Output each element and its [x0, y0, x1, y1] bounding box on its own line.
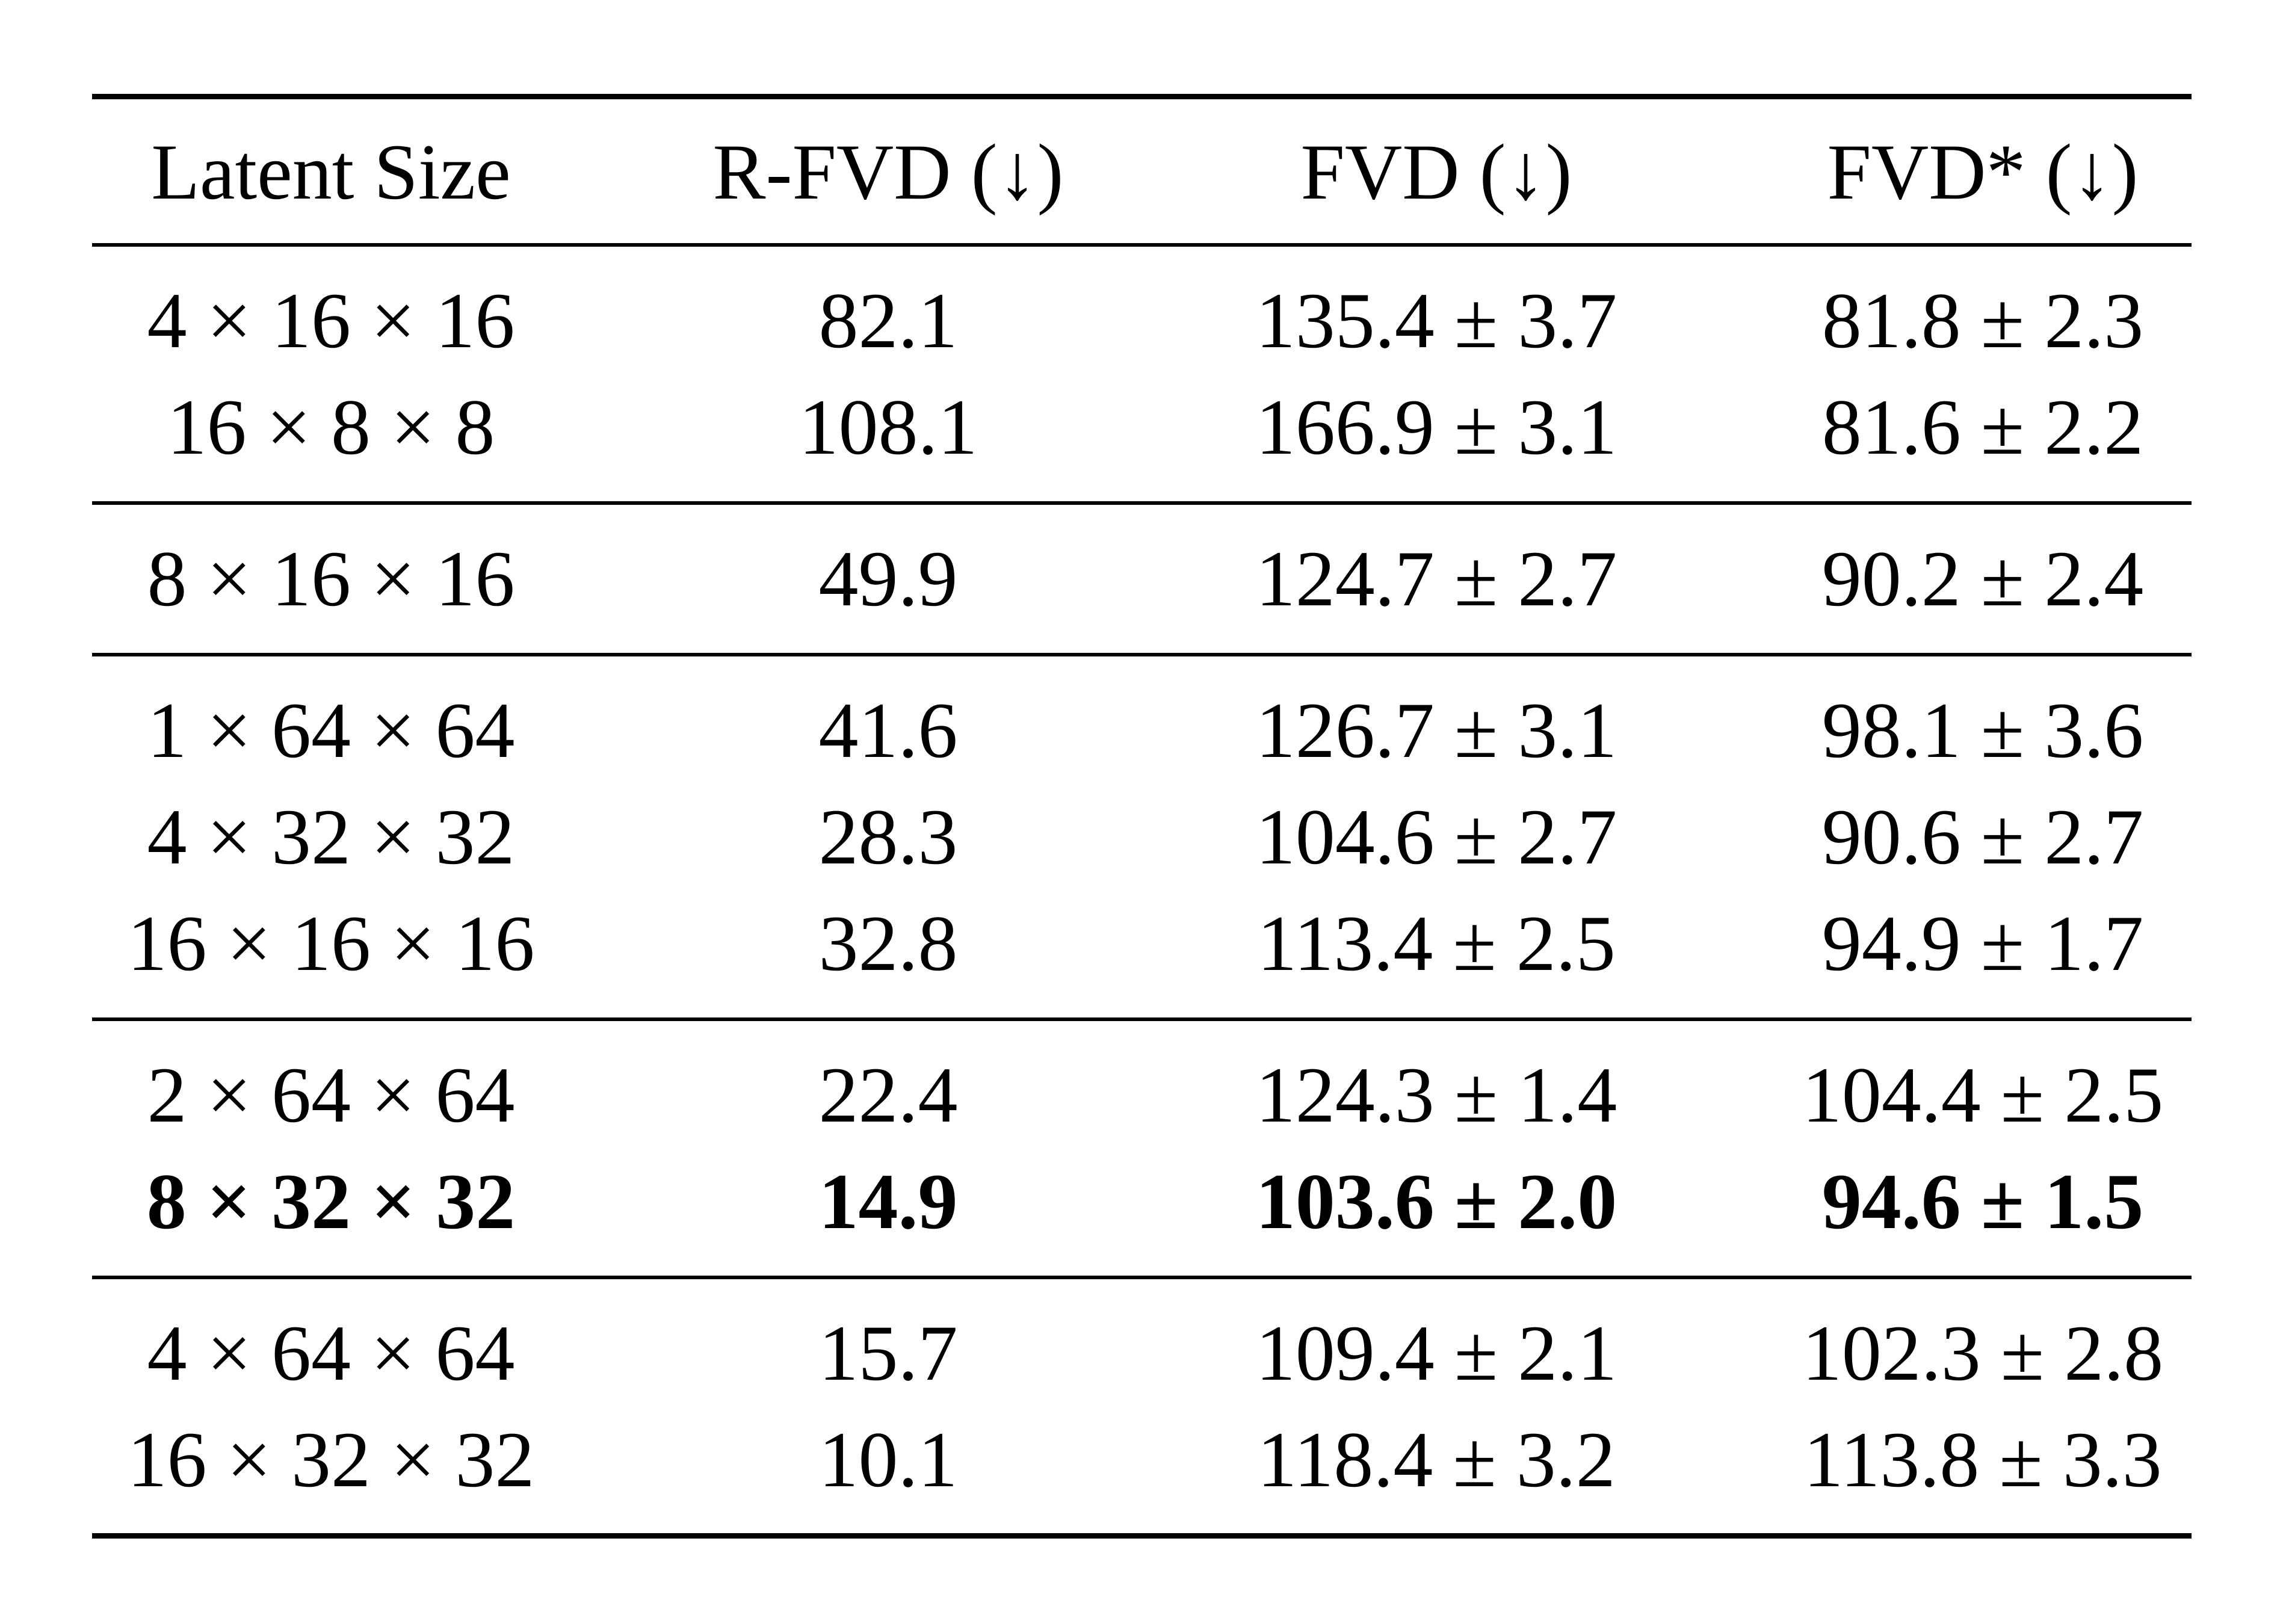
- cell: 22.4: [818, 1051, 958, 1139]
- cell: 113.8 ± 3.3: [1803, 1415, 2162, 1504]
- cell: 109.4 ± 2.1: [1255, 1309, 1617, 1397]
- cell: 135.4 ± 3.7: [1255, 276, 1617, 365]
- cell: 10.1: [818, 1415, 958, 1504]
- rule: [92, 1276, 2192, 1279]
- cell: 103.6 ± 2.0: [1255, 1157, 1617, 1246]
- cell: 8 × 32 × 32: [146, 1157, 516, 1246]
- cell: 104.4 ± 2.5: [1802, 1051, 2164, 1139]
- cell: R-FVD (↓): [712, 128, 1064, 216]
- rule: [92, 1533, 2192, 1539]
- cell: 126.7 ± 3.1: [1255, 686, 1617, 774]
- cell: 4 × 16 × 16: [147, 276, 515, 365]
- cell: 81.8 ± 2.3: [1821, 276, 2144, 365]
- cell: 90.2 ± 2.4: [1821, 534, 2144, 623]
- cell: 16 × 16 × 16: [127, 899, 535, 987]
- cell: 49.9: [818, 534, 958, 623]
- cell: 15.7: [818, 1309, 958, 1397]
- cell: 118.4 ± 3.2: [1257, 1415, 1616, 1504]
- cell: FVD* (↓): [1827, 128, 2139, 216]
- cell: 81.6 ± 2.2: [1821, 383, 2144, 471]
- cell: 102.3 ± 2.8: [1802, 1309, 2164, 1397]
- cell: 8 × 16 × 16: [147, 534, 515, 623]
- cell: 4 × 32 × 32: [147, 792, 515, 881]
- cell: 94.6 ± 1.5: [1821, 1157, 2144, 1246]
- cell: 124.7 ± 2.7: [1255, 534, 1617, 623]
- rule: [92, 1017, 2192, 1021]
- cell: FVD (↓): [1300, 128, 1572, 216]
- cell: 94.9 ± 1.7: [1821, 899, 2144, 987]
- cell: 98.1 ± 3.6: [1821, 686, 2144, 774]
- cell: 1 × 64 × 64: [147, 686, 515, 774]
- cell: 32.8: [818, 899, 958, 987]
- cell: 2 × 64 × 64: [147, 1051, 515, 1139]
- cell: 108.1: [799, 383, 978, 471]
- cell: 166.9 ± 3.1: [1255, 383, 1617, 471]
- cell: 82.1: [818, 276, 958, 365]
- cell: 90.6 ± 2.7: [1821, 792, 2144, 881]
- cell: 41.6: [818, 686, 958, 774]
- rule: [92, 93, 2192, 99]
- cell: Latent Size: [151, 128, 511, 216]
- cell: 28.3: [818, 792, 958, 881]
- cell: 104.6 ± 2.7: [1255, 792, 1617, 881]
- cell: 124.3 ± 1.4: [1255, 1051, 1617, 1139]
- cell: 16 × 32 × 32: [127, 1415, 535, 1504]
- rule: [92, 501, 2192, 505]
- cell: 14.9: [818, 1157, 958, 1246]
- cell: 113.4 ± 2.5: [1257, 899, 1616, 987]
- cell: 16 × 8 × 8: [167, 383, 495, 471]
- rule: [92, 653, 2192, 656]
- rule: [92, 243, 2192, 247]
- cell: 4 × 64 × 64: [147, 1309, 515, 1397]
